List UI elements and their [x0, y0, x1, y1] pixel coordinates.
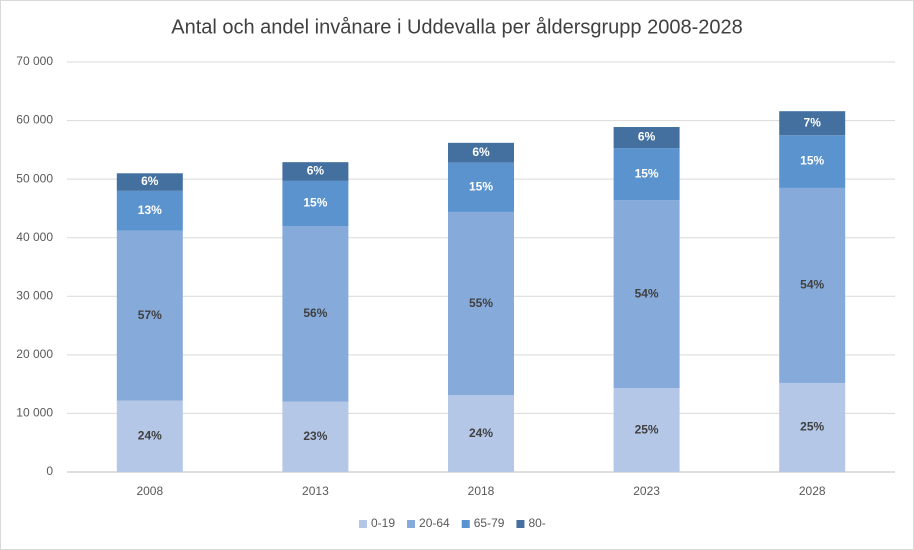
bar-segment: [116, 190, 183, 231]
legend-label: 65-79: [474, 516, 505, 530]
bar-segment: [779, 135, 846, 188]
bar-segment: [282, 401, 349, 472]
segment-label: 15%: [800, 154, 824, 168]
y-tick-label: 50 000: [16, 171, 53, 185]
y-tick-label: 60 000: [16, 113, 53, 127]
y-tick-label: 40 000: [16, 230, 53, 244]
y-tick-label: 0: [46, 464, 53, 478]
legend-label: 80-: [528, 516, 545, 530]
segment-label: 54%: [800, 278, 824, 292]
bar-segment: [448, 211, 514, 396]
bar-segment: [779, 111, 846, 136]
bar-segment: [448, 395, 514, 472]
legend-label: 20-64: [419, 516, 450, 530]
bar-segment: [282, 162, 349, 181]
segment-label: 55%: [469, 296, 493, 310]
x-tick-label: 2028: [799, 484, 826, 498]
bar-segment: [613, 388, 680, 472]
segment-label: 54%: [635, 286, 659, 300]
segment-label: 15%: [635, 166, 659, 180]
segment-label: 23%: [303, 429, 327, 443]
segment-label: 13%: [138, 203, 162, 217]
segment-label: 24%: [138, 428, 162, 442]
segment-label: 6%: [307, 164, 325, 178]
segment-label: 25%: [635, 422, 659, 436]
bar-segment: [116, 173, 183, 191]
segment-label: 7%: [804, 115, 822, 129]
legend-label: 0-19: [371, 516, 395, 530]
bar-segment: [613, 148, 680, 201]
legend-swatch: [407, 520, 416, 528]
segment-label: 57%: [138, 308, 162, 322]
x-tick-label: 2008: [136, 484, 163, 498]
legend-swatch: [516, 520, 525, 528]
bar-segment: [613, 200, 680, 389]
y-tick-label: 10 000: [16, 406, 53, 420]
legend-swatch: [461, 520, 470, 528]
bar-segment: [613, 127, 680, 149]
bar-segment: [116, 230, 183, 401]
segment-label: 15%: [303, 196, 327, 210]
y-tick-label: 70 000: [16, 54, 53, 68]
segment-label: 15%: [469, 180, 493, 194]
segment-label: 6%: [141, 174, 159, 188]
chart-title: Antal och andel invånare i Uddevalla per…: [171, 16, 743, 38]
y-tick-label: 30 000: [16, 288, 53, 302]
x-tick-label: 2018: [468, 484, 495, 498]
x-tick-label: 2023: [633, 484, 660, 498]
bar-segment: [779, 382, 846, 472]
bar-segment: [282, 180, 349, 226]
segment-label: 6%: [638, 130, 656, 144]
bar-segment: [448, 162, 514, 212]
legend-swatch: [359, 520, 367, 528]
y-tick-label: 20 000: [16, 347, 53, 361]
segment-label: 56%: [303, 306, 327, 320]
bar-segment: [116, 400, 183, 472]
segment-label: 25%: [800, 420, 824, 434]
bar-segment: [282, 226, 349, 402]
bar-segment: [448, 142, 514, 163]
bar-segment: [779, 187, 846, 383]
x-tick-label: 2013: [302, 484, 329, 498]
segment-label: 6%: [472, 145, 490, 159]
segment-label: 24%: [469, 426, 493, 440]
